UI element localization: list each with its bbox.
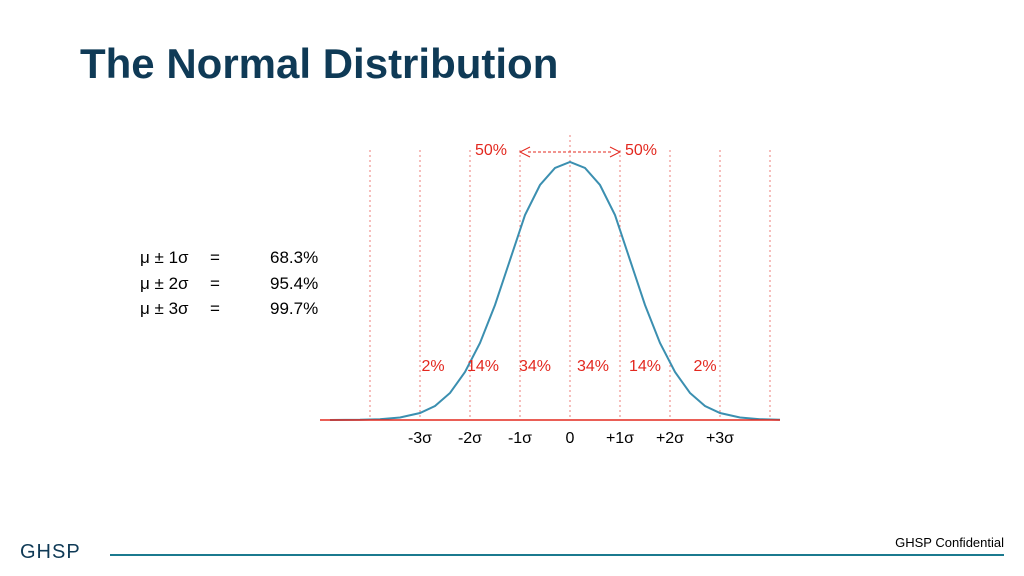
stat-eq: = (210, 245, 240, 271)
table-row: μ ± 2σ = 95.4% (140, 271, 320, 297)
sigma-stats-table: μ ± 1σ = 68.3% μ ± 2σ = 95.4% μ ± 3σ = 9… (140, 245, 320, 322)
footer-divider (110, 554, 1004, 556)
region-percent-label: 2% (421, 358, 444, 376)
normal-distribution-chart: 50% 50% 2% 14% 34% 34% 14% 2% -3σ -2σ -1σ 0 +1σ +2… (300, 140, 780, 450)
axis-tick-label: +2σ (656, 430, 684, 448)
stat-label: μ ± 2σ (140, 271, 210, 297)
stat-label: μ ± 1σ (140, 245, 210, 271)
axis-tick-label: -2σ (458, 430, 482, 448)
table-row: μ ± 3σ = 99.7% (140, 296, 320, 322)
axis-tick-label: +3σ (706, 430, 734, 448)
axis-tick-label: -3σ (408, 430, 432, 448)
region-percent-label: 14% (629, 358, 661, 376)
region-percent-label: 34% (577, 358, 609, 376)
slide: The Normal Distribution μ ± 1σ = 68.3% μ… (0, 0, 1024, 576)
table-row: μ ± 1σ = 68.3% (140, 245, 320, 271)
footer: GHSP GHSP Confidential (0, 534, 1024, 564)
axis-tick-label: +1σ (606, 430, 634, 448)
axis-tick-label: 0 (566, 430, 575, 448)
chart-svg (300, 140, 780, 450)
region-percent-label: 34% (519, 358, 551, 376)
page-title: The Normal Distribution (80, 40, 558, 88)
logo: GHSP (20, 541, 81, 564)
axis-tick-label: -1σ (508, 430, 532, 448)
confidential-label: GHSP Confidential (895, 535, 1004, 550)
top-right-label: 50% (625, 142, 657, 160)
stat-eq: = (210, 271, 240, 297)
region-percent-label: 14% (467, 358, 499, 376)
region-percent-label: 2% (693, 358, 716, 376)
top-left-label: 50% (475, 142, 507, 160)
stat-eq: = (210, 296, 240, 322)
stat-label: μ ± 3σ (140, 296, 210, 322)
